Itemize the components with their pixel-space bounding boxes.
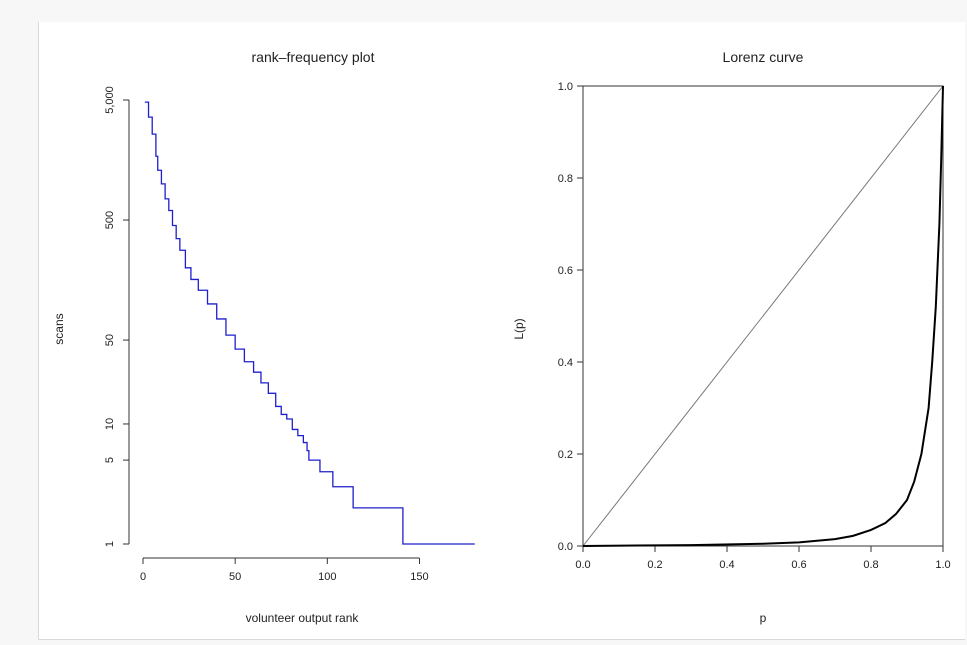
rank-frequency-y-tick-label: 10 [104,418,116,430]
lorenz-title: Lorenz curve [723,49,804,65]
rank-frequency-x-tick-label: 100 [318,571,336,583]
rank-frequency-y-tick-label: 1 [104,541,116,547]
lorenz-y-tick-label: 0.6 [558,265,573,277]
lorenz-x-tick-label: 0.2 [647,559,662,571]
lorenz-xlabel: p [760,611,767,625]
lorenz-y-tick-label: 1.0 [558,81,573,93]
rank-frequency-ylabel: scans [52,313,66,344]
figure-canvas: rank–frequency plot volunteer output ran… [38,22,965,640]
rank-frequency-x-tick-label: 50 [229,571,241,583]
lorenz-y-tick-label: 0.4 [558,357,573,369]
lorenz-panel: Lorenz curve p L(p) 0.0 0.2 0.4 0.6 0.8 1.0 0.… [512,49,951,625]
lorenz-x-tick-label: 0.0 [575,559,590,571]
chart-svg: rank–frequency plot volunteer output ran… [52,49,951,625]
lorenz-equality-line [582,85,944,547]
lorenz-plot-box [582,85,944,547]
lorenz-y-tick-label: 0.0 [558,541,573,553]
rank-frequency-x-tick-label: 150 [410,571,428,583]
lorenz-x-tick-label: 1.0 [935,559,950,571]
rank-frequency-xlabel: volunteer output rank [246,611,360,625]
lorenz-x-tick-label: 0.6 [791,559,806,571]
lorenz-y-tick-label: 0.8 [558,173,573,185]
rank-frequency-y-tick-label: 5,000 [104,86,116,114]
rank-frequency-y-tick-label: 500 [104,211,116,229]
rank-frequency-x-tick-label: 0 [140,571,146,583]
lorenz-x-tick-label: 0.4 [719,559,734,571]
rank-frequency-panel: rank–frequency plot volunteer output ran… [52,49,475,625]
rank-frequency-title: rank–frequency plot [252,49,375,65]
rank-frequency-series-line [144,101,475,545]
lorenz-x-tick-label: 0.8 [863,559,878,571]
rank-frequency-y-tick-label: 50 [104,334,116,346]
lorenz-curve-line [582,85,944,547]
lorenz-y-tick-label: 0.2 [558,449,573,461]
rank-frequency-y-tick-label: 5 [104,457,116,463]
lorenz-ylabel: L(p) [512,318,526,339]
